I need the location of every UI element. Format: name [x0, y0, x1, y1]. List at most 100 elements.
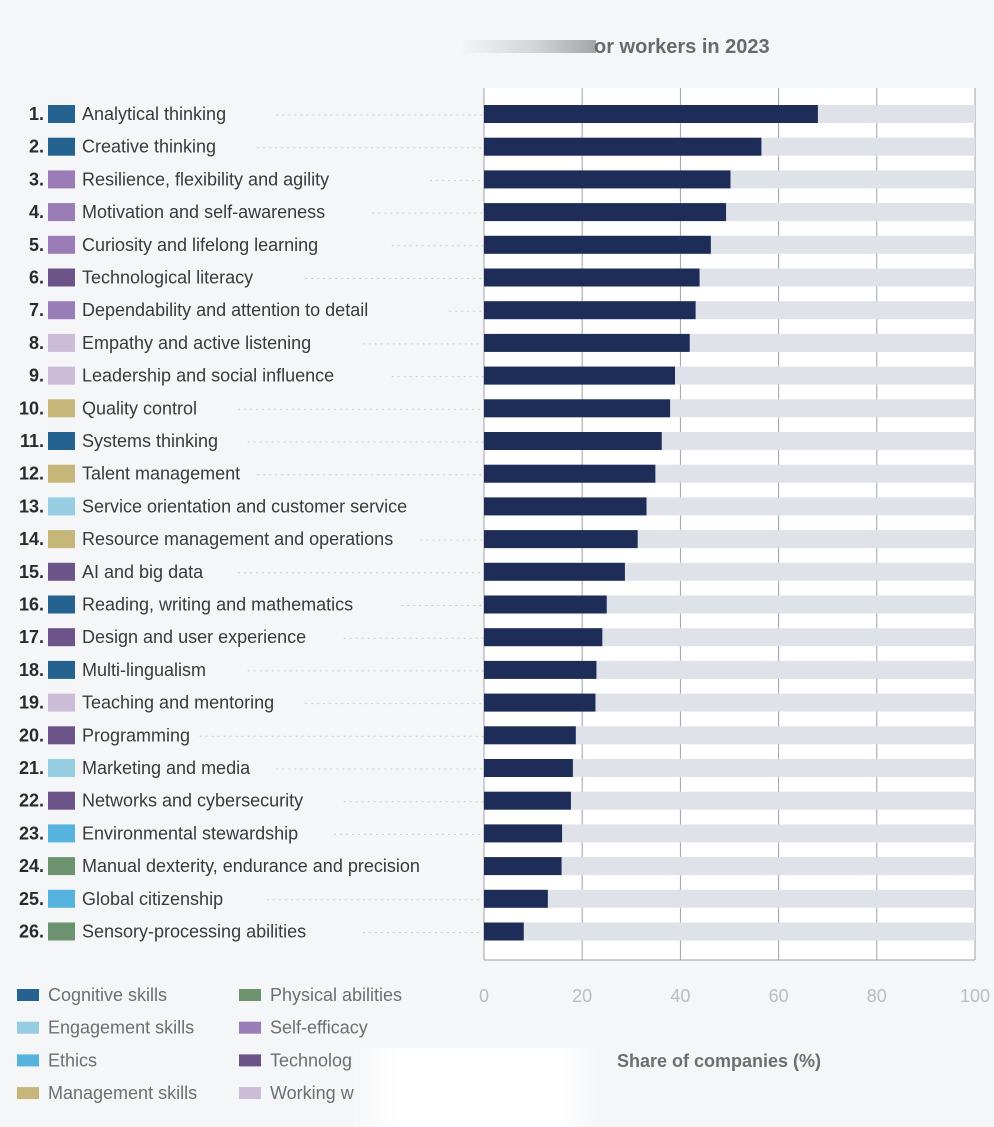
bar-row: 23. Environmental stewardship — [19, 823, 975, 843]
legend-item: Working w — [239, 1083, 355, 1103]
skill-label: Creative thinking — [82, 137, 216, 157]
bar-row: 26. Sensory-processing abilities — [19, 922, 975, 942]
bar-row: 10. Quality control — [19, 398, 975, 418]
bar — [484, 726, 576, 745]
bar-track — [484, 726, 975, 745]
rank-label: 11. — [20, 431, 44, 451]
bar-row: 21. Marketing and media — [19, 758, 975, 778]
legend-label: Ethics — [48, 1050, 97, 1070]
legend-swatch — [17, 1021, 39, 1034]
rank-label: 14. — [19, 529, 44, 549]
x-tick-label: 40 — [670, 986, 690, 1006]
bar-row: 5. Curiosity and lifelong learning — [29, 235, 975, 255]
legend-item: Technolog — [239, 1050, 352, 1070]
rank-label: 7. — [29, 300, 44, 320]
skill-label: Systems thinking — [82, 431, 218, 451]
bar-row: 22. Networks and cybersecurity — [19, 791, 975, 811]
rank-label: 8. — [29, 333, 44, 353]
legend-label: Engagement skills — [48, 1018, 194, 1038]
legend-swatch — [239, 989, 261, 1001]
legend-item: Ethics — [17, 1050, 97, 1070]
bar-row: 11. Systems thinking — [20, 431, 975, 451]
legend-swatch — [17, 989, 39, 1001]
bottom-blur — [355, 1048, 597, 1127]
bar — [484, 889, 548, 908]
category-swatch — [48, 562, 75, 581]
rank-label: 10. — [19, 398, 44, 418]
rank-label: 21. — [19, 758, 44, 778]
category-swatch — [48, 301, 75, 320]
bar — [484, 301, 696, 320]
bar — [484, 628, 603, 647]
category-swatch — [48, 105, 75, 123]
bar — [484, 857, 562, 876]
bar-track — [484, 889, 975, 908]
bar-row: 14. Resource management and operations — [19, 529, 975, 549]
category-swatch — [48, 366, 75, 385]
category-swatch — [48, 824, 75, 843]
legend-item: Self-efficacy — [239, 1018, 368, 1038]
x-axis-label: Share of companies (%) — [617, 1051, 821, 1071]
legend-label: Cognitive skills — [48, 985, 167, 1005]
bar — [484, 333, 690, 352]
rank-label: 19. — [19, 693, 44, 713]
rank-label: 18. — [19, 660, 44, 680]
category-swatch — [48, 497, 75, 516]
bar-row: 8. Empathy and active listening — [29, 333, 975, 353]
legend-item: Management skills — [17, 1083, 197, 1103]
skill-label: Sensory-processing abilities — [82, 922, 306, 942]
x-tick-label: 100 — [960, 986, 990, 1006]
rank-label: 6. — [29, 268, 44, 288]
x-tick-label: 60 — [769, 986, 789, 1006]
rank-label: 12. — [19, 464, 44, 484]
bar-row: 1. Analytical thinking — [29, 104, 975, 124]
bar-track — [484, 660, 975, 679]
legend-label: Working w — [270, 1083, 355, 1103]
category-swatch — [48, 399, 75, 418]
category-swatch — [48, 693, 75, 712]
bar — [484, 235, 711, 254]
bar — [484, 693, 596, 712]
rank-label: 13. — [19, 496, 44, 516]
rank-label: 24. — [19, 856, 44, 876]
bar-track — [484, 857, 975, 876]
rank-label: 20. — [19, 725, 44, 745]
skill-label: Manual dexterity, endurance and precisio… — [82, 856, 420, 876]
rank-label: 15. — [19, 562, 44, 582]
skill-label: Technological literacy — [82, 268, 253, 288]
skill-label: Empathy and active listening — [82, 333, 311, 353]
category-swatch — [48, 857, 75, 876]
bar — [484, 497, 647, 516]
category-swatch — [48, 595, 75, 614]
bar-row: 20. Programming — [19, 725, 975, 745]
bar-row: 15. AI and big data — [19, 562, 975, 582]
bar-row: 3. Resilience, flexibility and agility — [29, 169, 975, 189]
title-blur — [460, 40, 596, 53]
legend-swatch — [239, 1021, 261, 1034]
skill-label: Design and user experience — [82, 627, 306, 647]
bar-row: 9. Leadership and social influence — [29, 366, 975, 386]
rank-label: 9. — [29, 366, 44, 386]
x-tick-label: 20 — [572, 986, 592, 1006]
bar — [484, 464, 656, 483]
legend-swatch — [17, 1087, 39, 1100]
skill-label: Environmental stewardship — [82, 823, 298, 843]
rank-label: 3. — [29, 169, 44, 189]
bar — [484, 399, 671, 418]
bar-track — [484, 922, 975, 941]
category-swatch — [48, 268, 75, 287]
bar-track — [484, 693, 975, 712]
rank-label: 4. — [29, 202, 44, 222]
bar-row: 7. Dependability and attention to detail — [29, 300, 975, 320]
category-swatch — [48, 170, 75, 189]
bar-track — [484, 628, 975, 647]
rank-label: 22. — [19, 791, 44, 811]
rank-label: 25. — [19, 889, 44, 909]
bar-row: 16. Reading, writing and mathematics — [19, 595, 975, 615]
legend-label: Management skills — [48, 1083, 197, 1103]
bar — [484, 366, 675, 385]
legend-item: Cognitive skills — [17, 985, 167, 1005]
x-tick-label: 80 — [867, 986, 887, 1006]
bar — [484, 432, 662, 450]
